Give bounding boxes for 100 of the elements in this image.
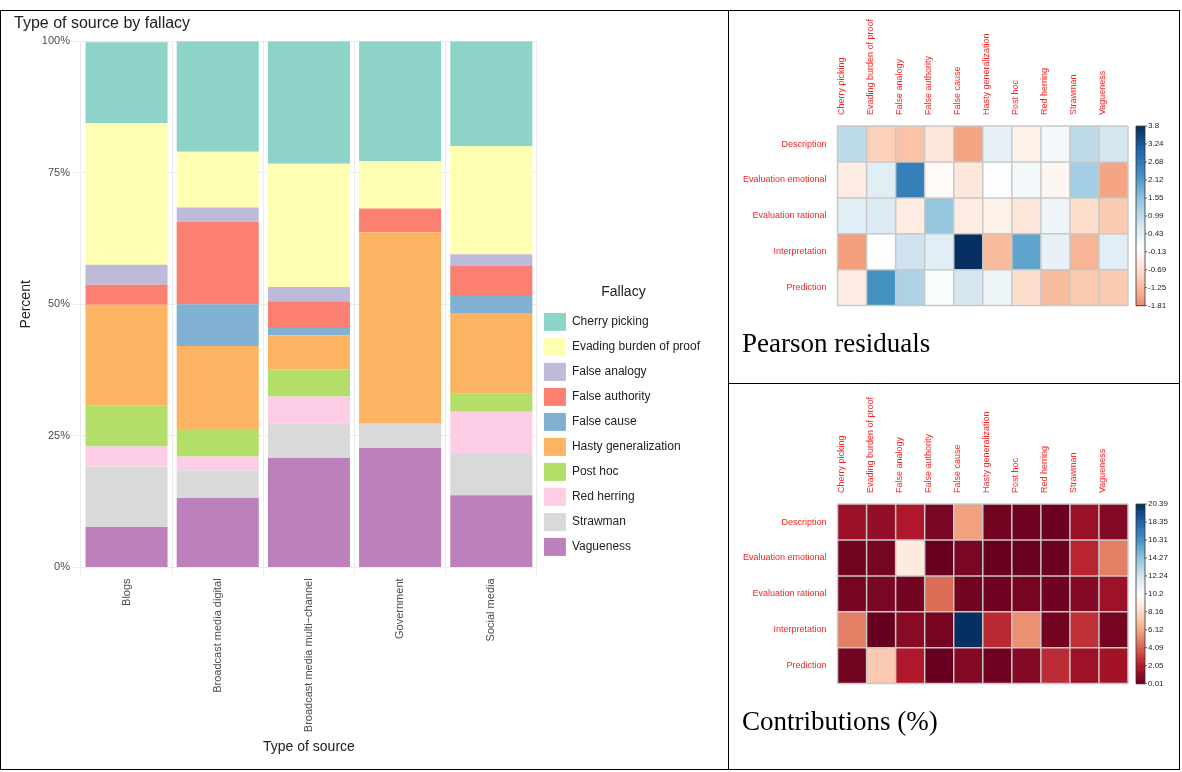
legend-label: False authority — [571, 389, 651, 404]
bar — [267, 423, 350, 458]
bar — [176, 429, 259, 457]
x-tick-label: Hasty generalization — [980, 33, 991, 116]
bar — [85, 123, 168, 265]
bar — [267, 369, 350, 397]
color-bar-label: 10.2 — [1148, 589, 1165, 599]
y-tick-label: 100% — [41, 34, 71, 47]
x-tick-label: False cause — [951, 444, 962, 494]
x-axis-title: Type of source — [263, 738, 356, 755]
bar — [267, 301, 350, 328]
bar — [359, 41, 442, 162]
bar — [85, 304, 168, 406]
bar — [176, 221, 259, 305]
y-tick-label: Interpretation — [773, 246, 827, 257]
bar — [267, 327, 350, 336]
chart-title: Type of source by fallacy — [14, 14, 191, 32]
legend-label: False cause — [571, 414, 637, 429]
text: Pearson residuals — [742, 328, 932, 359]
bar — [450, 453, 533, 496]
color-bar-label: 3.24 — [1148, 139, 1165, 149]
legend-label: Vagueness — [571, 539, 632, 554]
legend-label: Strawman — [571, 514, 626, 529]
bar — [450, 254, 533, 266]
bar — [176, 497, 259, 567]
y-tick-label: 75% — [47, 165, 71, 178]
bar — [359, 447, 442, 567]
bar — [450, 145, 533, 255]
x-tick-label: False analogy — [893, 436, 904, 494]
x-tick-label: False authority — [922, 433, 933, 494]
x-tick-label: Post hoc — [1010, 79, 1021, 116]
bar — [359, 232, 442, 424]
bar — [450, 265, 533, 296]
bar — [176, 304, 259, 346]
bar — [176, 151, 259, 208]
y-tick-label: 0% — [54, 560, 71, 573]
x-tick-label: Red herring — [1039, 68, 1050, 116]
color-bar-label: 14.27 — [1148, 553, 1169, 563]
x-tick-label: Vagueness — [1097, 448, 1108, 494]
bar — [176, 41, 259, 152]
bar — [450, 411, 533, 454]
bar — [85, 526, 168, 567]
bar — [267, 335, 350, 370]
y-tick-label: Evaluation rational — [752, 210, 827, 221]
bar — [176, 456, 259, 471]
bar — [85, 264, 168, 285]
x-tick-label: Broadcast media digital — [210, 578, 223, 693]
y-tick-label: Description — [781, 516, 827, 527]
x-tick-label: Cherry picking — [835, 435, 846, 494]
y-tick-label: Description — [781, 138, 827, 149]
bar — [450, 393, 533, 412]
color-bar-label: -0.13 — [1148, 247, 1167, 257]
x-tick-label: False analogy — [893, 58, 904, 116]
color-bar-label: 1.55 — [1148, 193, 1165, 203]
x-tick-label: Broadcast media multi−channel — [301, 578, 314, 733]
x-tick-label: Government — [393, 578, 406, 639]
bar — [176, 470, 259, 498]
text: Contributions (%) — [742, 706, 939, 737]
color-bar-label: 3.8 — [1148, 121, 1160, 131]
x-tick-label: Post hoc — [1010, 457, 1021, 494]
color-bar-label: 16.31 — [1148, 535, 1169, 545]
bar — [359, 208, 442, 233]
legend-label: Cherry picking — [571, 314, 649, 329]
color-bar-label: -1.81 — [1148, 300, 1167, 310]
legend-label: False analogy — [571, 364, 647, 379]
bar — [176, 207, 259, 222]
x-tick-label: False cause — [951, 66, 962, 116]
color-bar-label: -1.25 — [1148, 282, 1167, 292]
x-tick-label: Strawman — [1068, 74, 1079, 116]
y-tick-label: Prediction — [786, 660, 827, 671]
x-tick-label: Vagueness — [1097, 70, 1108, 116]
x-tick-label: Blogs — [119, 577, 132, 606]
bar — [267, 396, 350, 424]
y-axis-title: Percent — [17, 280, 34, 329]
color-bar-label: 2.05 — [1148, 660, 1165, 670]
y-tick-label: Interpretation — [773, 624, 827, 635]
color-bar-label: -0.69 — [1148, 264, 1167, 274]
x-tick-label: Hasty generalization — [980, 411, 991, 494]
color-bar-label: 12.24 — [1148, 571, 1169, 581]
bar — [450, 41, 533, 146]
color-bar-label: 6.12 — [1148, 624, 1165, 634]
bar — [85, 42, 168, 124]
y-tick-label: 50% — [47, 297, 71, 310]
y-tick-label: Evaluation rational — [752, 588, 827, 599]
legend-label: Red herring — [571, 489, 635, 504]
bar — [359, 423, 442, 448]
x-tick-label: Cherry picking — [835, 57, 846, 116]
y-tick-label: Evaluation emotional — [742, 552, 827, 563]
bar — [359, 161, 442, 209]
color-bar-label: 0.99 — [1148, 211, 1165, 221]
bar — [267, 41, 350, 164]
bar — [176, 345, 259, 430]
color-bar-label: 0.43 — [1148, 229, 1165, 239]
x-tick-label: Strawman — [1068, 452, 1079, 494]
legend-label: Evading burden of proof — [571, 339, 701, 354]
bar — [267, 457, 350, 567]
bar — [85, 466, 168, 527]
x-tick-label: Social media — [484, 577, 497, 642]
y-tick-label: 25% — [47, 428, 71, 441]
bar — [450, 295, 533, 314]
